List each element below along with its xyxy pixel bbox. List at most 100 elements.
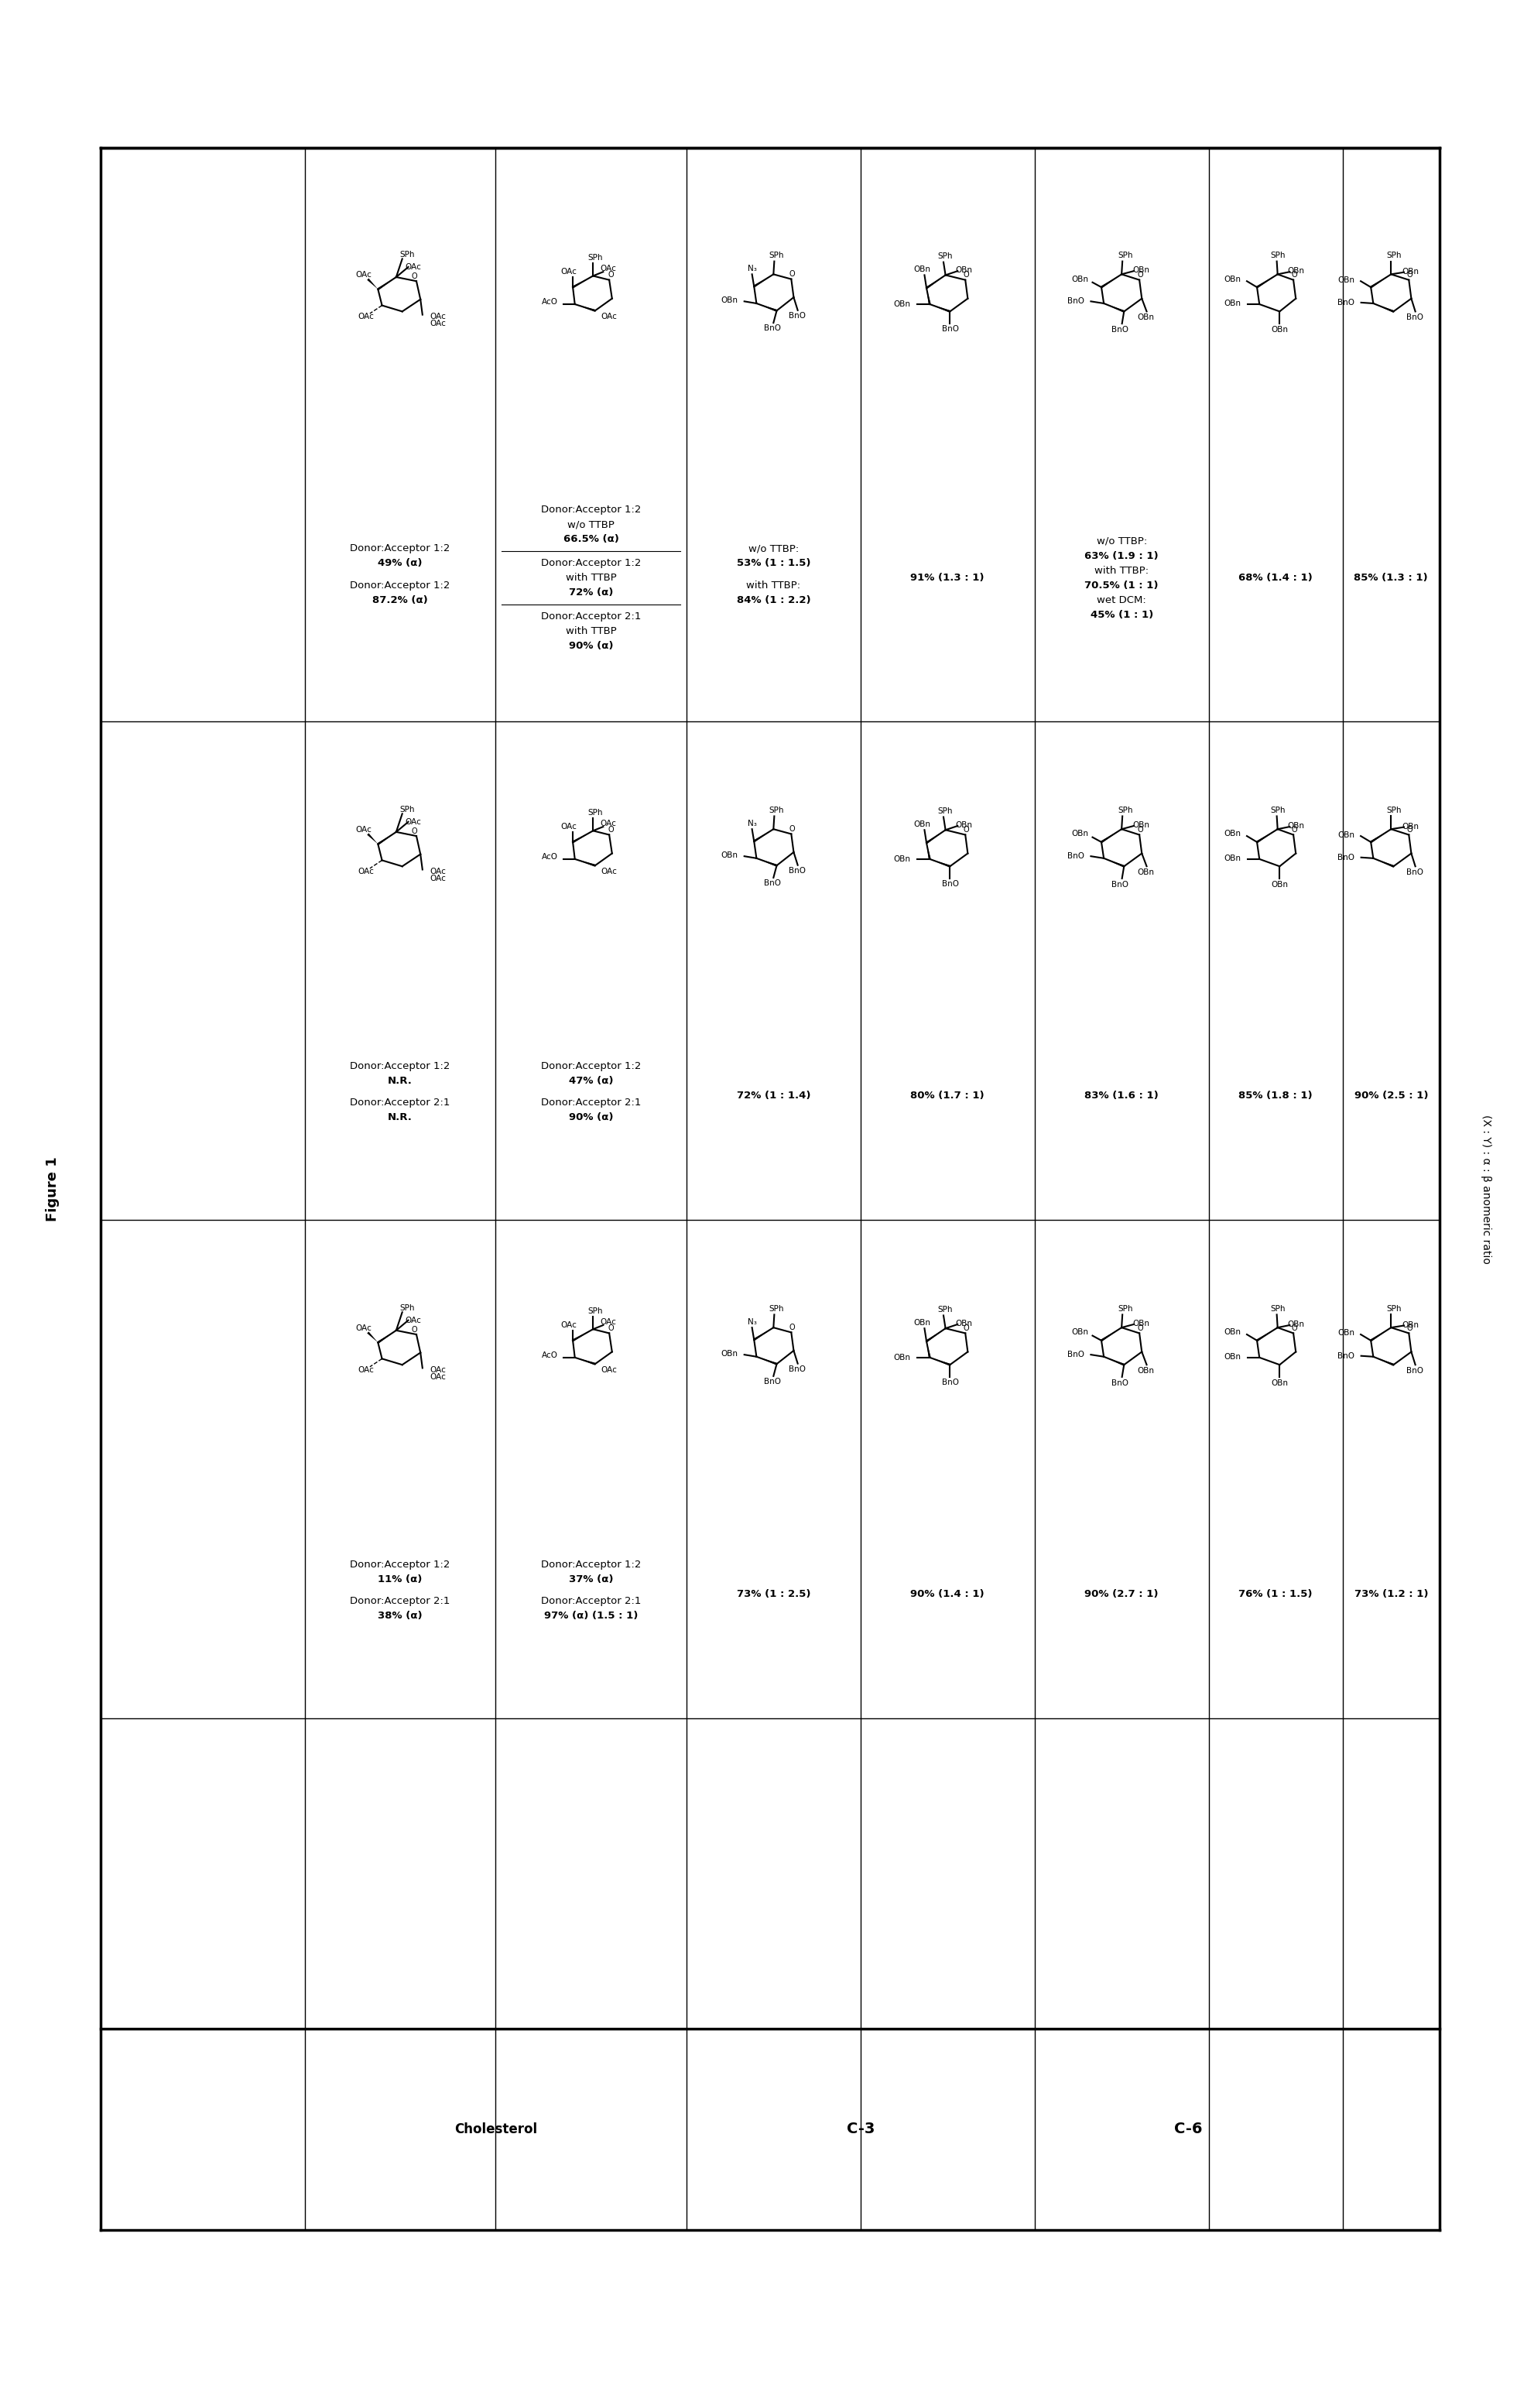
Polygon shape (378, 277, 396, 291)
Text: OBn: OBn (1402, 267, 1418, 275)
Text: OBn: OBn (894, 855, 910, 862)
Polygon shape (925, 1329, 945, 1341)
Polygon shape (930, 303, 950, 313)
Text: SPh: SPh (587, 253, 602, 262)
Text: O: O (608, 1324, 614, 1332)
Text: O: O (1138, 826, 1144, 833)
Text: OAc: OAc (405, 262, 422, 270)
Text: OBn: OBn (1071, 831, 1088, 838)
Text: 97% (α) (1.5 : 1): 97% (α) (1.5 : 1) (545, 1611, 639, 1621)
Text: N₃: N₃ (748, 819, 757, 828)
Text: SPh: SPh (1118, 807, 1133, 814)
Text: OBn: OBn (956, 821, 972, 828)
Text: OBn: OBn (1138, 869, 1154, 877)
Text: 76% (1 : 1.5): 76% (1 : 1.5) (1238, 1589, 1312, 1599)
Text: C-3: C-3 (846, 2121, 875, 2136)
Text: O: O (789, 270, 795, 279)
Text: wet DCM:: wet DCM: (1097, 595, 1147, 604)
Text: OBn: OBn (1138, 313, 1154, 320)
Text: Donor:Acceptor 2:1: Donor:Acceptor 2:1 (542, 612, 642, 621)
Text: BnO: BnO (1338, 852, 1355, 862)
Text: OAc: OAc (601, 265, 616, 272)
Text: SPh: SPh (938, 1305, 953, 1315)
Text: O: O (411, 828, 417, 836)
Text: SPh: SPh (938, 253, 953, 260)
Text: 90% (1.4 : 1): 90% (1.4 : 1) (910, 1589, 985, 1599)
Text: SPh: SPh (769, 253, 784, 260)
Text: O: O (1138, 1324, 1144, 1332)
Text: O: O (608, 272, 614, 279)
Text: 85% (1.8 : 1): 85% (1.8 : 1) (1238, 1091, 1312, 1100)
Polygon shape (575, 1358, 595, 1365)
Text: 73% (1 : 2.5): 73% (1 : 2.5) (736, 1589, 810, 1599)
Text: AcO: AcO (542, 852, 558, 862)
Text: Donor:Acceptor 2:1: Donor:Acceptor 2:1 (350, 1597, 451, 1606)
Polygon shape (757, 303, 777, 311)
Text: OAc: OAc (356, 826, 372, 833)
Text: SPh: SPh (399, 1305, 414, 1312)
Text: BnO: BnO (765, 325, 781, 332)
Text: 49% (α): 49% (α) (378, 559, 422, 568)
Text: OBn: OBn (1288, 821, 1305, 831)
Text: OBn: OBn (894, 301, 910, 308)
Text: BnO: BnO (942, 1380, 959, 1387)
Text: 87.2% (α): 87.2% (α) (373, 595, 428, 604)
Text: SPh: SPh (587, 1308, 602, 1315)
Text: O: O (789, 1324, 795, 1332)
Text: OBn: OBn (1224, 855, 1241, 862)
Text: OAc: OAc (601, 313, 617, 320)
Text: OBn: OBn (1288, 1320, 1305, 1329)
Text: OBn: OBn (1224, 831, 1241, 838)
Text: 70.5% (1 : 1): 70.5% (1 : 1) (1085, 580, 1159, 590)
Polygon shape (927, 843, 931, 860)
Polygon shape (927, 289, 931, 303)
Text: with TTBP:: with TTBP: (746, 580, 801, 590)
Text: O: O (1138, 272, 1144, 279)
Text: O: O (1291, 826, 1297, 833)
Text: 84% (1 : 2.2): 84% (1 : 2.2) (736, 595, 810, 604)
Text: Donor:Acceptor 1:2: Donor:Acceptor 1:2 (350, 1062, 451, 1072)
Polygon shape (572, 1329, 593, 1341)
Text: OBn: OBn (1338, 1329, 1355, 1336)
Text: O: O (1406, 272, 1412, 279)
Text: OAc: OAc (429, 1373, 446, 1380)
Text: OBn: OBn (1224, 275, 1241, 284)
Text: OBn: OBn (1271, 1380, 1288, 1387)
Text: O: O (963, 826, 969, 833)
Text: OBn: OBn (913, 1320, 931, 1327)
Text: OBn: OBn (913, 821, 931, 828)
Text: O: O (608, 826, 614, 833)
Text: SPh: SPh (399, 250, 414, 258)
Polygon shape (1370, 1327, 1391, 1341)
Text: O: O (789, 826, 795, 833)
Text: 90% (α): 90% (α) (569, 641, 613, 650)
Text: OBn: OBn (1288, 267, 1305, 275)
Text: BnO: BnO (1112, 1380, 1129, 1387)
Polygon shape (930, 1358, 950, 1365)
Text: SPh: SPh (1387, 253, 1402, 260)
Polygon shape (378, 831, 396, 845)
Text: BnO: BnO (942, 325, 959, 332)
Text: OAc: OAc (429, 874, 446, 881)
Text: OBn: OBn (1224, 1329, 1241, 1336)
Text: OAc: OAc (561, 1322, 576, 1329)
Text: OAc: OAc (358, 313, 373, 320)
Text: OAc: OAc (601, 819, 616, 828)
Text: OAc: OAc (429, 313, 446, 320)
Text: 53% (1 : 1.5): 53% (1 : 1.5) (736, 559, 810, 568)
Text: BnO: BnO (1068, 852, 1085, 860)
Text: OBn: OBn (1133, 821, 1150, 828)
Text: OBn: OBn (1271, 325, 1288, 335)
Text: OBn: OBn (1402, 824, 1418, 831)
Text: 90% (2.7 : 1): 90% (2.7 : 1) (1085, 1589, 1159, 1599)
Text: OBn: OBn (1338, 277, 1355, 284)
Text: SPh: SPh (1387, 807, 1402, 814)
Text: 80% (1.7 : 1): 80% (1.7 : 1) (910, 1091, 985, 1100)
Text: O: O (411, 1327, 417, 1334)
Text: O: O (963, 272, 969, 279)
Polygon shape (930, 860, 950, 867)
Polygon shape (757, 857, 777, 867)
Polygon shape (1373, 857, 1394, 867)
Text: SPh: SPh (769, 1305, 784, 1312)
Text: SPh: SPh (938, 807, 953, 816)
